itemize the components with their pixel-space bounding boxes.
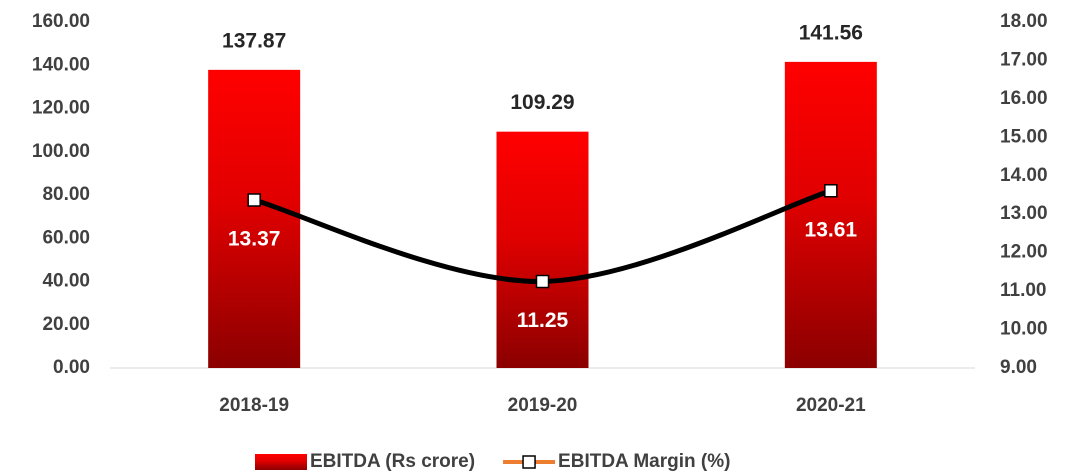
y2-tick-label: 17.00 <box>1000 49 1048 70</box>
x-tick-label: 2020-21 <box>796 395 866 416</box>
marker <box>247 193 261 207</box>
x-tick-label: 2018-19 <box>219 395 289 416</box>
y2-tick-label: 18.00 <box>1000 11 1048 32</box>
marker <box>824 184 838 198</box>
y2-tick-label: 14.00 <box>1000 165 1048 186</box>
y2-tick-label: 12.00 <box>1000 242 1048 263</box>
y-tick-label: 120.00 <box>32 98 90 119</box>
bar <box>496 131 589 368</box>
y2-tick-label: 16.00 <box>1000 88 1048 109</box>
marker <box>535 274 550 289</box>
y2-tick-label: 11.00 <box>1000 280 1047 301</box>
legend-label: EBITDA Margin (%) <box>558 451 730 472</box>
y2-tick-label: 10.00 <box>1000 319 1048 340</box>
y-tick-label: 140.00 <box>32 54 90 75</box>
y-tick-label: 20.00 <box>42 314 90 335</box>
y-tick-label: 100.00 <box>32 141 90 162</box>
y-tick-label: 80.00 <box>42 184 90 205</box>
y2-tick-label: 13.00 <box>1000 203 1048 224</box>
data-label: 13.37 <box>228 228 281 251</box>
y2-tick-label: 9.00 <box>1000 357 1037 378</box>
y-tick-label: 60.00 <box>42 227 90 248</box>
data-label: 13.61 <box>805 218 858 241</box>
legend-swatch <box>255 454 307 470</box>
data-label: 137.87 <box>222 29 286 52</box>
y2-tick-label: 15.00 <box>1000 126 1048 147</box>
y-tick-label: 40.00 <box>42 271 90 292</box>
bar <box>208 69 301 368</box>
data-label: 141.56 <box>799 21 863 44</box>
legend-label: EBITDA (Rs crore) <box>310 451 475 472</box>
data-label: 11.25 <box>517 309 569 332</box>
legend-marker <box>522 455 536 469</box>
y-tick-label: 0.00 <box>53 357 90 378</box>
bar <box>784 61 877 369</box>
data-label: 109.29 <box>510 91 574 114</box>
y-tick-label: 160.00 <box>32 11 90 32</box>
x-tick-label: 2019-20 <box>508 395 578 416</box>
